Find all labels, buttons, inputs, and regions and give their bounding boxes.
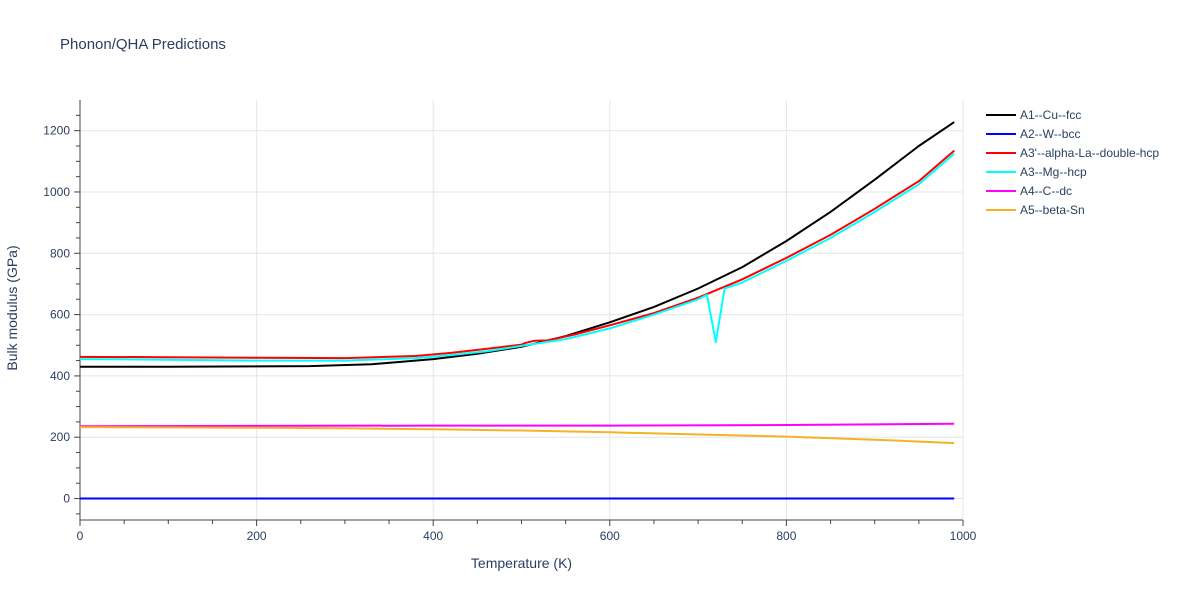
series-line-4 xyxy=(79,422,955,428)
legend-label[interactable]: A3'--alpha-La--double-hcp xyxy=(1020,146,1159,160)
x-tick-label: 600 xyxy=(600,529,620,543)
legend-label[interactable]: A3--Mg--hcp xyxy=(1020,165,1087,179)
y-tick-label: 1200 xyxy=(43,124,70,138)
y-tick-label: 800 xyxy=(50,246,70,260)
y-tick-label: 0 xyxy=(63,492,70,506)
x-tick-label: 1000 xyxy=(950,529,977,543)
y-axis-title: Bulk modulus (GPa) xyxy=(4,245,20,370)
x-tick-label: 0 xyxy=(77,529,84,543)
legend-label[interactable]: A5--beta-Sn xyxy=(1020,203,1085,217)
legend-label[interactable]: A2--W--bcc xyxy=(1020,127,1080,141)
x-axis-title: Temperature (K) xyxy=(471,555,572,571)
legend-label[interactable]: A1--Cu--fcc xyxy=(1020,108,1081,122)
x-tick-label: 400 xyxy=(423,529,443,543)
series-line-5 xyxy=(79,426,955,445)
y-tick-label: 600 xyxy=(50,308,70,322)
x-tick-label: 800 xyxy=(776,529,796,543)
y-tick-label: 1000 xyxy=(43,185,70,199)
series-line-0 xyxy=(80,121,955,368)
y-tick-label: 200 xyxy=(50,430,70,444)
legend-label[interactable]: A4--C--dc xyxy=(1020,184,1072,198)
series-line-3 xyxy=(79,152,955,362)
y-tick-label: 400 xyxy=(50,369,70,383)
x-tick-label: 200 xyxy=(247,529,267,543)
series-line-2 xyxy=(79,149,955,360)
chart-title: Phonon/QHA Predictions xyxy=(60,36,226,53)
